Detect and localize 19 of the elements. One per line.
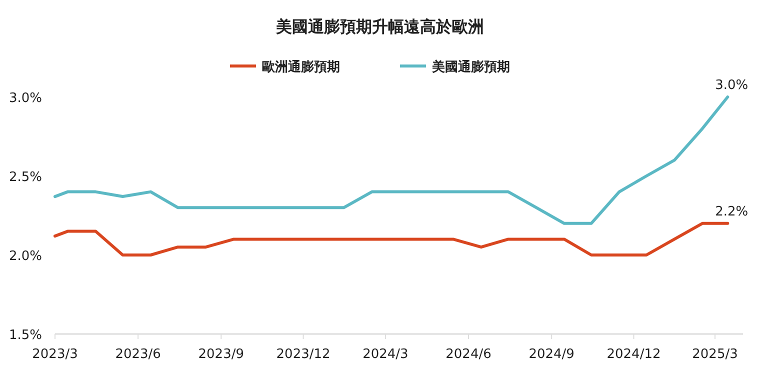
y-tick-label: 2.5%	[8, 170, 42, 185]
legend-label: 美國通膨預期	[431, 59, 510, 75]
x-tick-label: 2025/3	[692, 347, 738, 362]
x-tick-label: 2023/12	[276, 347, 330, 362]
line-series	[54, 222, 730, 256]
x-tick-label: 2023/9	[198, 347, 244, 362]
legend-label: 歐洲通膨預期	[262, 59, 340, 75]
x-tick-label: 2023/6	[115, 347, 161, 362]
y-tick-label: 3.0%	[8, 91, 42, 106]
chart-title: 美國通膨預期升幅遠高於歐洲	[275, 17, 484, 36]
x-tick-label: 2024/6	[446, 347, 492, 362]
x-tick-label: 2024/9	[528, 347, 574, 362]
annotation: 3.0%	[715, 78, 748, 93]
annotation: 2.2%	[715, 204, 748, 220]
y-tick-label: 2.0%	[8, 249, 42, 264]
x-tick-label: 2024/3	[362, 347, 408, 362]
x-tick-label: 2023/3	[32, 347, 78, 362]
y-tick-label: 1.5%	[8, 328, 42, 343]
x-tick-label: 2024/12	[606, 347, 661, 362]
